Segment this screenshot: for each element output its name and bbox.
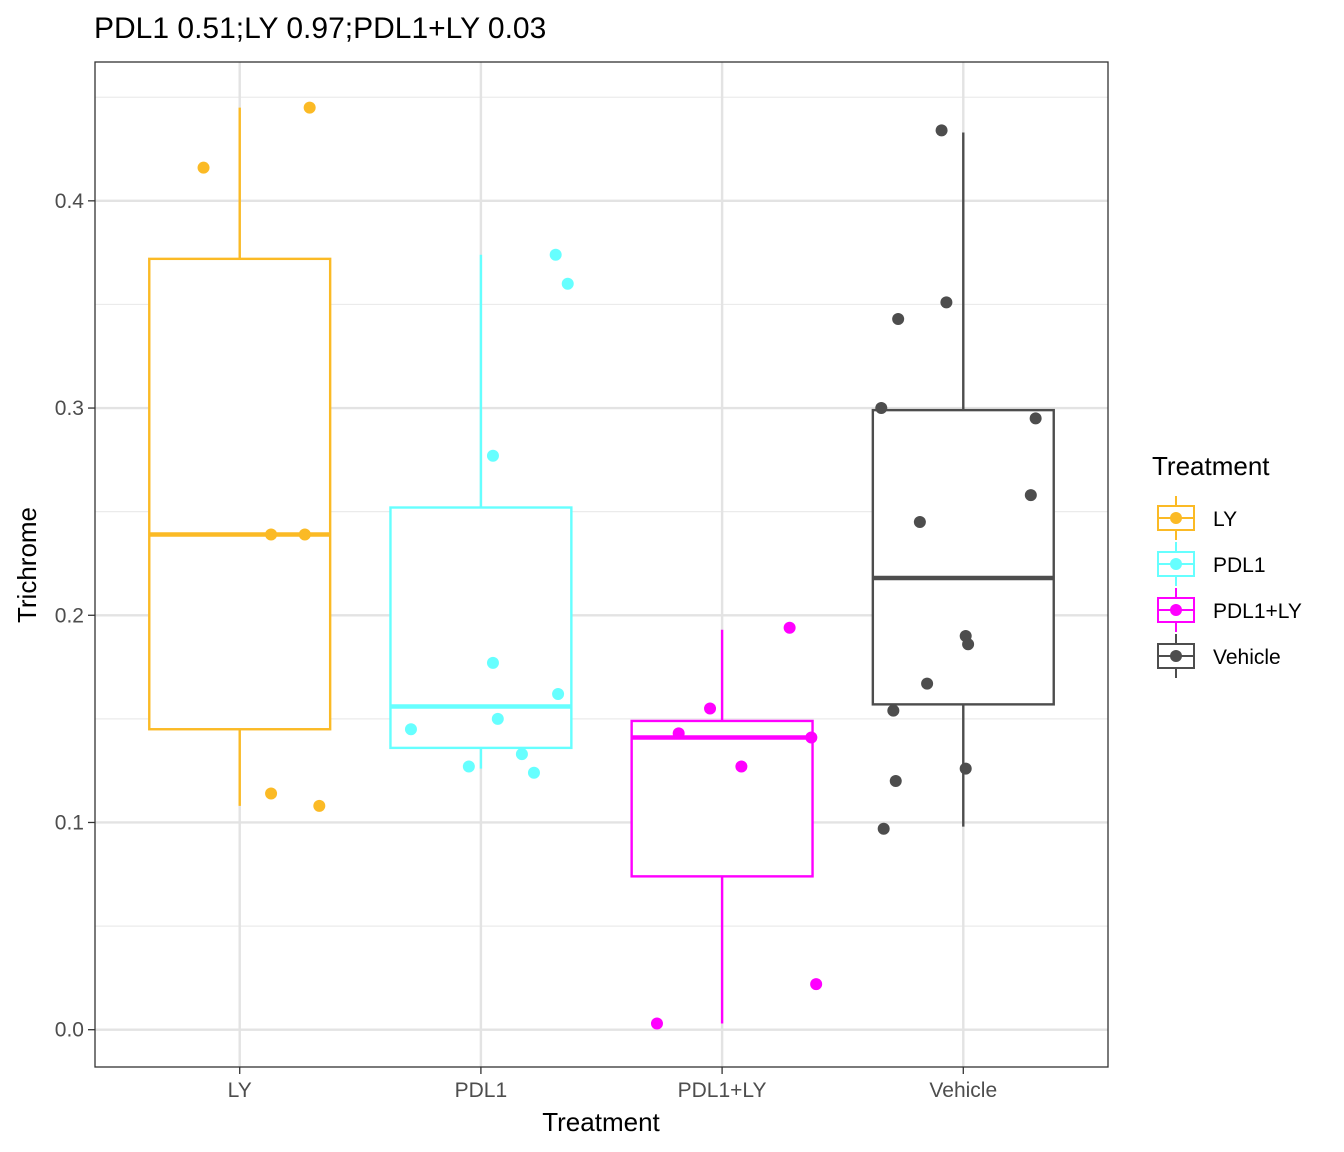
data-point (913, 516, 926, 529)
data-point (921, 677, 934, 690)
legend-item-ly: LY (1157, 496, 1237, 540)
y-tick-label: 0.1 (55, 811, 84, 834)
legend-key-point (1170, 604, 1182, 616)
legend-item-pdl1-ly: PDL1+LY (1157, 588, 1302, 632)
box (389, 506, 573, 750)
legend-key-point (1170, 512, 1182, 524)
data-point (313, 799, 326, 812)
legend: Treatment LY PDL1 PDL1+LY Vehicle (1152, 451, 1302, 678)
x-tick-label: LY (228, 1079, 252, 1102)
data-point (515, 748, 528, 761)
data-point (303, 101, 316, 114)
boxplot-ly (148, 107, 332, 806)
data-point (805, 731, 818, 744)
data-point (704, 702, 717, 715)
data-point (561, 277, 574, 290)
data-point (735, 760, 748, 773)
data-point (265, 528, 278, 541)
x-axis: LY PDL1 PDL1+LY Vehicle (228, 1067, 997, 1102)
boxplot-pdl1 (389, 254, 573, 769)
data-point (298, 528, 311, 541)
legend-items: LY PDL1 PDL1+LY Vehicle (1157, 496, 1302, 678)
legend-title: Treatment (1152, 451, 1270, 481)
data-point (486, 656, 499, 669)
y-tick-label: 0.2 (55, 604, 84, 627)
panel-border (94, 61, 1109, 1068)
data-point (877, 822, 890, 835)
x-axis-title: Treatment (542, 1107, 660, 1137)
data-points (197, 101, 1042, 1030)
data-point (404, 723, 417, 736)
data-point (197, 161, 210, 174)
data-point (265, 787, 278, 800)
legend-label: PDL1 (1213, 554, 1266, 577)
x-tick-label: PDL1 (455, 1079, 508, 1102)
plot-panel (94, 61, 1109, 1068)
y-tick-label: 0.4 (55, 190, 85, 213)
data-point (783, 621, 796, 634)
box (148, 257, 332, 731)
legend-key-point (1170, 650, 1182, 662)
boxplots (148, 107, 1055, 1024)
chart-title: PDL1 0.51;LY 0.97;PDL1+LY 0.03 (94, 12, 546, 45)
legend-item-pdl1: PDL1 (1157, 542, 1266, 586)
legend-label: PDL1+LY (1213, 600, 1302, 623)
data-point (527, 766, 540, 779)
data-point (892, 312, 905, 325)
box (630, 719, 814, 878)
data-point (887, 704, 900, 717)
data-point (650, 1017, 663, 1030)
box (871, 408, 1055, 706)
boxplot-pdl1-ly (630, 629, 814, 1024)
x-tick-label: PDL1+LY (678, 1079, 767, 1102)
y-tick-label: 0.0 (55, 1019, 84, 1042)
data-point (940, 296, 953, 309)
data-point (491, 712, 504, 725)
data-point (672, 727, 685, 740)
data-point (889, 775, 902, 788)
legend-item-vehicle: Vehicle (1157, 634, 1281, 678)
data-point (962, 638, 975, 651)
legend-label: Vehicle (1213, 646, 1281, 669)
legend-label: LY (1213, 508, 1237, 531)
data-point (462, 760, 475, 773)
data-point (875, 402, 888, 415)
data-point (959, 762, 972, 775)
data-point (549, 248, 562, 261)
legend-key-point (1170, 558, 1182, 570)
y-tick-label: 0.3 (55, 397, 84, 420)
x-tick-label: Vehicle (929, 1079, 997, 1102)
data-point (810, 978, 823, 991)
data-point (486, 449, 499, 462)
data-point (1024, 489, 1037, 502)
y-axis-title: Trichrome (12, 507, 42, 623)
data-point (552, 688, 565, 701)
data-point (935, 124, 948, 137)
y-axis: 0.0 0.1 0.2 0.3 0.4 (55, 190, 95, 1042)
data-point (1029, 412, 1042, 425)
boxplot-vehicle (871, 132, 1055, 827)
